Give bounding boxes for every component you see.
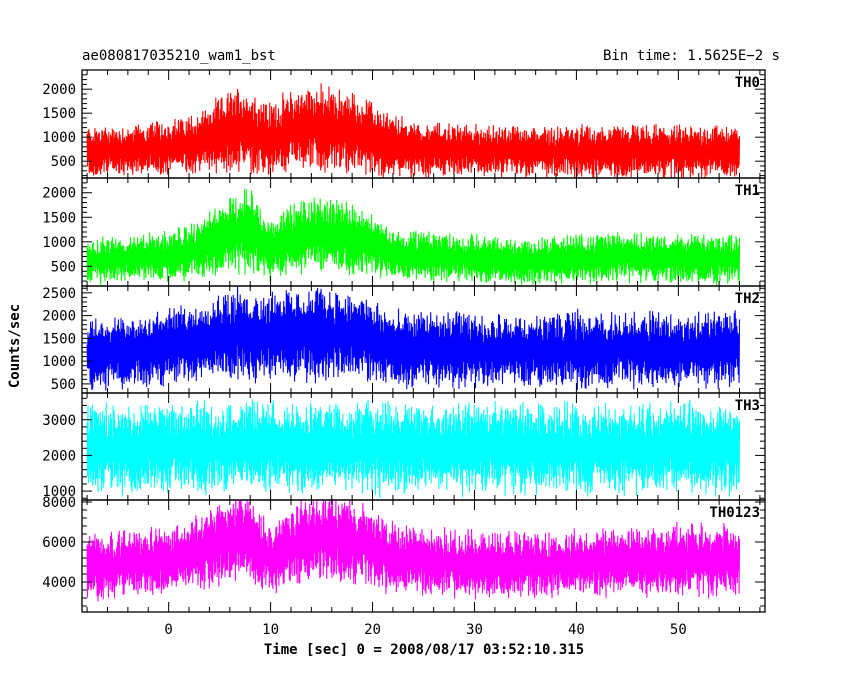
y-tick-label: 1000 (42, 235, 76, 251)
y-tick-label: 1500 (42, 331, 76, 347)
panel-frame (81, 499, 766, 613)
y-tick-label: 2000 (42, 309, 76, 325)
y-tick-label: 4000 (42, 575, 76, 591)
y-tick-label: 2000 (42, 448, 76, 464)
y-tick-label: 500 (51, 259, 76, 275)
y-tick-label: 1500 (42, 210, 76, 226)
observation-id-title: ae080817035210_wam1_bst (82, 48, 276, 64)
series-th3-trace (86, 399, 741, 498)
y-tick-label: 2500 (42, 286, 76, 302)
series-th2-trace (86, 286, 741, 391)
y-tick-label: 500 (51, 154, 76, 170)
panel-label-th2: TH2 (735, 291, 760, 307)
y-axis-label: Counts/sec (7, 304, 23, 388)
y-tick-label: 500 (51, 377, 76, 393)
series-th0123-trace (86, 500, 741, 602)
y-tick-label: 3000 (42, 413, 76, 429)
x-tick-label: 40 (568, 622, 585, 638)
panel-th0: 500 1000 1500 2000 TH0 (42, 69, 766, 179)
y-tick-label: 8000 (42, 495, 76, 511)
bin-time-title: Bin time: 1.5625E−2 s (603, 48, 780, 64)
y-tick-label: 2000 (42, 82, 76, 98)
panel-label-th0123: TH0123 (709, 505, 760, 521)
y-tick-label: 1000 (42, 130, 76, 146)
panel-label-th1: TH1 (735, 183, 760, 199)
panel-th3: 1000 2000 3000 TH3 (42, 392, 766, 501)
panel-th0123: 4000 6000 8000 TH0123 (42, 495, 766, 613)
panel-label-th0: TH0 (735, 75, 760, 91)
x-tick-label: 30 (466, 622, 483, 638)
y-tick-label: 1000 (42, 484, 76, 500)
y-tick-label: 1000 (42, 354, 76, 370)
x-tick-label: 20 (364, 622, 381, 638)
x-tick-label: 10 (262, 622, 279, 638)
y-tick-label: 1500 (42, 106, 76, 122)
series-th1-trace (86, 189, 741, 286)
panel-th2: 500 1000 1500 2000 2500 TH2 (42, 285, 766, 394)
panel-label-th3: TH3 (735, 398, 760, 414)
x-axis-label: Time [sec] 0 = 2008/08/17 03:52:10.315 (264, 642, 584, 658)
y-tick-label: 6000 (42, 535, 76, 551)
y-tick-label: 2000 (42, 186, 76, 202)
series-th0-trace (86, 83, 741, 178)
panel-th1: 500 1000 1500 2000 TH1 (42, 177, 766, 287)
x-tick-label: 0 (164, 622, 172, 638)
x-tick-label: 50 (670, 622, 687, 638)
